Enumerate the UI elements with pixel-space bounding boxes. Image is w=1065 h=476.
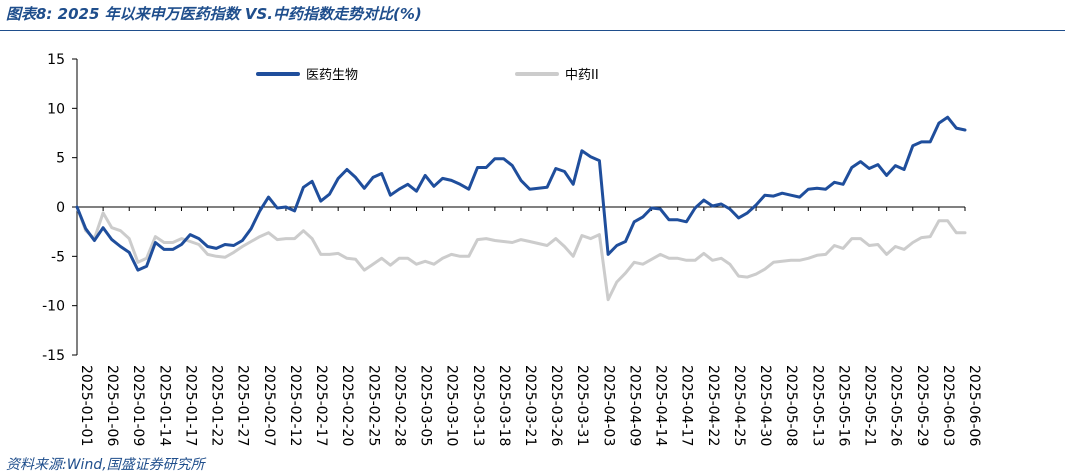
series-line-0 [75,115,967,272]
title-underline [0,30,1065,31]
x-tick-label: 2025-02-17 [313,365,329,446]
x-tick-label: 2025-03-26 [548,365,564,446]
x-tick-label: 2025-04-30 [757,365,773,446]
x-tick-label: 2025-06-03 [940,365,956,446]
x-tick-label: 2025-03-21 [522,365,538,446]
x-tick-label: 2025-01-14 [156,365,172,446]
legend-label-0: 医药生物 [306,68,358,83]
y-tick-label: -5 [51,249,65,265]
x-tick-label: 2025-02-12 [287,365,303,446]
x-tick-label: 2025-04-17 [679,365,695,446]
y-tick-label: 10 [47,101,65,117]
x-tick-label: 2025-02-25 [365,365,381,446]
x-tick-label: 2025-03-13 [470,365,486,446]
x-tick-label: 2025-04-25 [731,365,747,446]
x-tick-label: 2025-01-27 [235,365,251,446]
x-tick-label: 2025-03-10 [444,365,460,446]
x-tick-label: 2025-02-20 [339,365,355,446]
x-tick-label: 2025-01-22 [209,365,225,446]
y-tick-label: 0 [56,200,65,216]
x-tick-label: 2025-03-18 [496,365,512,446]
chart-title: 图表8: 2025 年以来申万医药指数 VS.中药指数走势对比(%) [6,5,422,23]
x-tick-label: 2025-04-03 [600,365,616,446]
y-tick-label: 15 [47,52,65,68]
x-tick-label: 2025-01-01 [78,365,94,446]
x-tick-label: 2025-03-31 [574,365,590,446]
legend-label-1: 中药II [565,68,599,83]
x-tick-label: 2025-05-29 [914,365,930,446]
x-tick-label: 2025-04-09 [626,365,642,446]
series-line-1 [75,205,967,302]
x-tick-label: 2025-05-13 [809,365,825,446]
x-tick-label: 2025-04-22 [705,365,721,446]
x-tick-label: 2025-05-21 [862,365,878,446]
x-tick-label: 2025-01-09 [130,365,146,446]
x-tick-label: 2025-02-28 [391,365,407,446]
y-tick-label: 5 [56,151,65,167]
x-tick-label: 2025-05-08 [783,365,799,446]
y-tick-label: -15 [42,348,65,364]
x-tick-label: 2025-03-05 [418,365,434,446]
x-tick-label: 2025-05-16 [835,365,851,446]
x-tick-label: 2025-01-06 [104,365,120,446]
x-tick-label: 2025-05-26 [888,365,904,446]
y-tick-label: -10 [42,299,65,315]
x-tick-label: 2025-04-14 [653,365,669,446]
source-note: 资料来源:Wind,国盛证券研究所 [6,457,205,473]
x-tick-label: 2025-02-07 [261,365,277,446]
x-tick-label: 2025-01-17 [182,365,198,446]
x-tick-label: 2025-06-06 [966,365,982,446]
